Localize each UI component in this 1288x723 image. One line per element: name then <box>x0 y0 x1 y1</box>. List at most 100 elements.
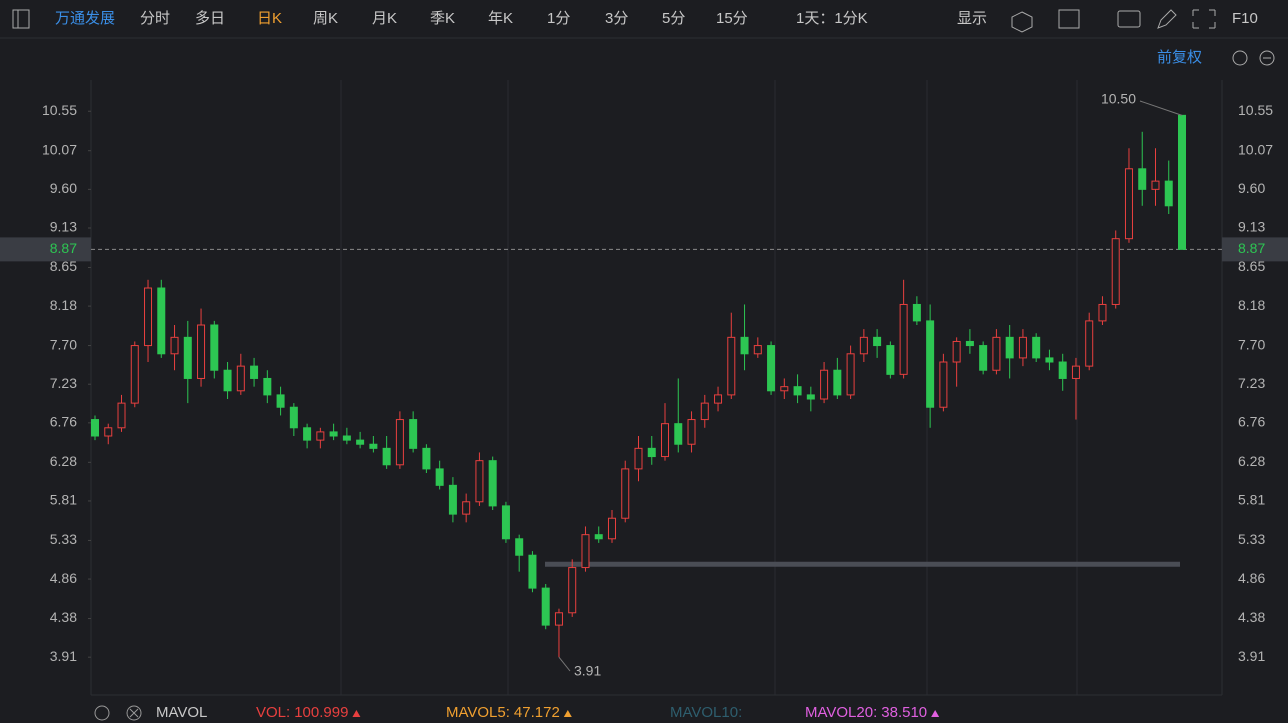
candle-body <box>1151 180 1160 190</box>
camera-icon[interactable] <box>1117 10 1141 28</box>
period-tab[interactable]: 1分 <box>547 10 570 27</box>
indicator-name[interactable]: MAVOL <box>156 704 207 721</box>
draw-icon[interactable] <box>1157 9 1177 29</box>
period-tab[interactable]: 5分 <box>662 10 685 27</box>
candle-body <box>661 423 670 458</box>
candle-body <box>501 505 510 540</box>
y-tick-label-right: 6.76 <box>1238 414 1265 430</box>
trend-arrow <box>931 710 940 717</box>
indicator-settings[interactable] <box>94 705 110 721</box>
display-menu[interactable]: 显示 <box>957 10 987 27</box>
candle-body <box>488 460 497 507</box>
candle-body <box>820 369 829 400</box>
candle-body <box>554 612 563 626</box>
candle-body <box>714 394 723 404</box>
candle-body <box>369 443 378 449</box>
candle-body <box>1018 336 1027 359</box>
y-tick-label-right: 3.91 <box>1238 648 1265 664</box>
candle-body <box>541 587 550 626</box>
y-tick-label: 10.07 <box>42 141 77 157</box>
candle-body <box>395 419 404 466</box>
period-tab[interactable]: 3分 <box>605 10 628 27</box>
period-tab[interactable]: 周K <box>313 10 338 27</box>
reset-icon[interactable] <box>1232 50 1248 66</box>
candle-body <box>1045 357 1054 363</box>
y-tick-label-right: 7.70 <box>1238 336 1265 352</box>
candle-body <box>144 287 153 347</box>
y-tick-label: 7.70 <box>50 336 77 352</box>
period-tab[interactable]: 15分 <box>716 10 748 27</box>
candle-body <box>992 336 1001 371</box>
price-tag-right <box>1222 237 1288 262</box>
indicator-label: MAVOL20: <box>805 704 877 721</box>
trend-arrow <box>352 710 361 717</box>
candle-body <box>1111 238 1120 305</box>
y-tick-label: 5.33 <box>50 531 77 547</box>
price-tag-left <box>0 237 91 262</box>
indicator-close[interactable] <box>126 705 142 721</box>
candle-body <box>581 534 590 569</box>
candle-body <box>700 402 709 421</box>
indicator-label: VOL: <box>256 704 290 721</box>
adjust-mode[interactable]: 前复权 <box>1157 48 1202 66</box>
candle-body <box>568 567 577 614</box>
candle-body <box>223 369 232 392</box>
indicator-label: MAVOL5: <box>446 704 510 721</box>
candle-body <box>329 431 338 437</box>
last-price-left: 8.87 <box>50 240 77 256</box>
y-tick-label: 9.60 <box>50 180 77 196</box>
sidebar-toggle[interactable] <box>12 9 30 29</box>
y-tick-label: 10.55 <box>42 102 77 118</box>
candle-body <box>1032 336 1041 359</box>
candle-body <box>448 484 457 515</box>
trend-arrow <box>563 710 572 717</box>
range-select[interactable]: 1天：1分K <box>796 10 868 27</box>
candle-body <box>1138 168 1147 190</box>
candle-body <box>409 419 418 449</box>
period-tab[interactable]: 多日 <box>195 10 225 27</box>
y-tick-label: 4.86 <box>50 570 77 586</box>
candle-body <box>939 361 948 408</box>
y-tick-label: 6.28 <box>50 453 77 469</box>
checkbox[interactable] <box>1058 9 1080 29</box>
candle-body <box>594 534 603 540</box>
indicator-value: 38.510 <box>881 704 927 721</box>
period-tab[interactable]: 月K <box>372 10 397 27</box>
fullscreen-icon[interactable] <box>1192 9 1216 29</box>
indicator-value: 47.172 <box>514 704 560 721</box>
candle-body <box>1164 180 1173 207</box>
candle-body <box>130 345 139 404</box>
period-tab[interactable]: 日K <box>257 10 282 27</box>
settings-icon[interactable] <box>1011 11 1033 33</box>
indicator-value: 100.999 <box>294 704 348 721</box>
candle-body <box>846 353 855 396</box>
candle-body <box>965 340 974 347</box>
candle-body <box>170 336 179 355</box>
candle-body <box>1098 303 1107 322</box>
candle-body <box>727 336 736 396</box>
candle-body <box>382 447 391 466</box>
candle-body <box>197 324 206 379</box>
candle-body <box>250 365 259 379</box>
period-tab[interactable]: 分时 <box>140 10 170 27</box>
period-tab[interactable]: 年K <box>488 10 513 27</box>
f10[interactable]: F10 <box>1232 10 1258 27</box>
candle-body <box>912 303 921 322</box>
period-tab[interactable]: 季K <box>430 10 455 27</box>
zoom-out-icon[interactable] <box>1259 50 1275 66</box>
candle-body <box>316 431 325 441</box>
y-tick-label: 3.91 <box>50 648 77 664</box>
high-pointer <box>1139 100 1183 116</box>
y-tick-label-right: 4.86 <box>1238 570 1265 586</box>
candle-body <box>634 447 643 470</box>
candle-body <box>475 460 484 503</box>
candle-body <box>1178 114 1186 250</box>
y-tick-label-right: 5.33 <box>1238 531 1265 547</box>
stock-name[interactable]: 万通发展 <box>55 10 115 27</box>
candle-body <box>899 303 908 375</box>
y-tick-label-right: 9.13 <box>1238 219 1265 235</box>
candle-body <box>117 402 126 429</box>
y-tick-label-right: 6.28 <box>1238 453 1265 469</box>
y-tick-label: 8.18 <box>50 297 77 313</box>
